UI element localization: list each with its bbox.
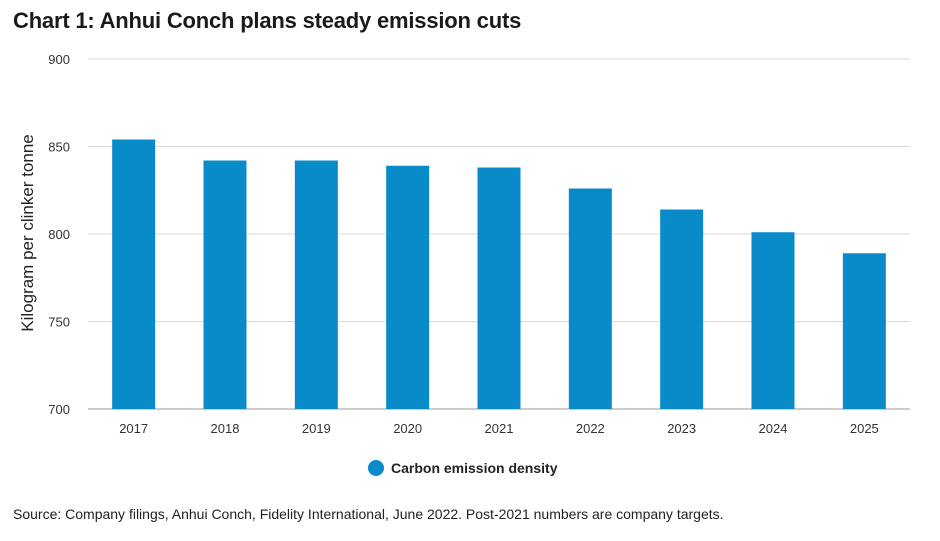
legend-label: Carbon emission density xyxy=(391,460,558,476)
y-axis-label: Kilogram per clinker tonne xyxy=(18,134,37,331)
x-tick-label: 2020 xyxy=(393,421,422,436)
bar-2022 xyxy=(568,188,612,409)
bar-chart: 700 750 800 850 900 2017 2018 2019 2020 2021 2022… xyxy=(18,52,910,476)
bar-2025 xyxy=(842,253,886,409)
x-tick-label: 2017 xyxy=(119,421,148,436)
legend: Carbon emission density xyxy=(368,460,558,476)
bar-2021 xyxy=(477,167,521,409)
x-tick-label: 2023 xyxy=(667,421,696,436)
bar-2018 xyxy=(203,160,247,409)
bars xyxy=(112,139,886,409)
bar-2023 xyxy=(660,209,704,409)
bar-2019 xyxy=(294,160,338,409)
bar-2024 xyxy=(751,232,795,409)
y-axis-ticks: 700 750 800 850 900 xyxy=(48,52,70,417)
x-axis-ticks: 2017 2018 2019 2020 2021 2022 2023 2024 2025 xyxy=(119,421,879,436)
x-tick-label: 2021 xyxy=(485,421,514,436)
x-tick-label: 2024 xyxy=(759,421,788,436)
bar-2020 xyxy=(386,165,430,409)
legend-swatch xyxy=(368,460,384,476)
y-tick-label: 750 xyxy=(48,315,70,330)
y-tick-label: 900 xyxy=(48,52,70,67)
x-tick-label: 2019 xyxy=(302,421,331,436)
chart-title: Chart 1: Anhui Conch plans steady emissi… xyxy=(13,8,522,33)
source-note: Source: Company filings, Anhui Conch, Fi… xyxy=(13,506,724,522)
bar-2017 xyxy=(112,139,156,409)
y-tick-label: 800 xyxy=(48,227,70,242)
x-tick-label: 2025 xyxy=(850,421,879,436)
x-tick-label: 2018 xyxy=(211,421,240,436)
x-tick-label: 2022 xyxy=(576,421,605,436)
y-tick-label: 700 xyxy=(48,402,70,417)
y-tick-label: 850 xyxy=(48,140,70,155)
